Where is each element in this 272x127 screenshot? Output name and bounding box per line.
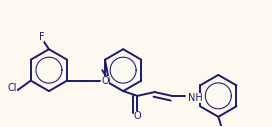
Text: NH: NH [188,93,203,103]
Text: F: F [39,32,44,42]
Text: O: O [101,76,109,86]
Text: Cl: Cl [7,83,17,93]
Text: O: O [134,111,141,121]
